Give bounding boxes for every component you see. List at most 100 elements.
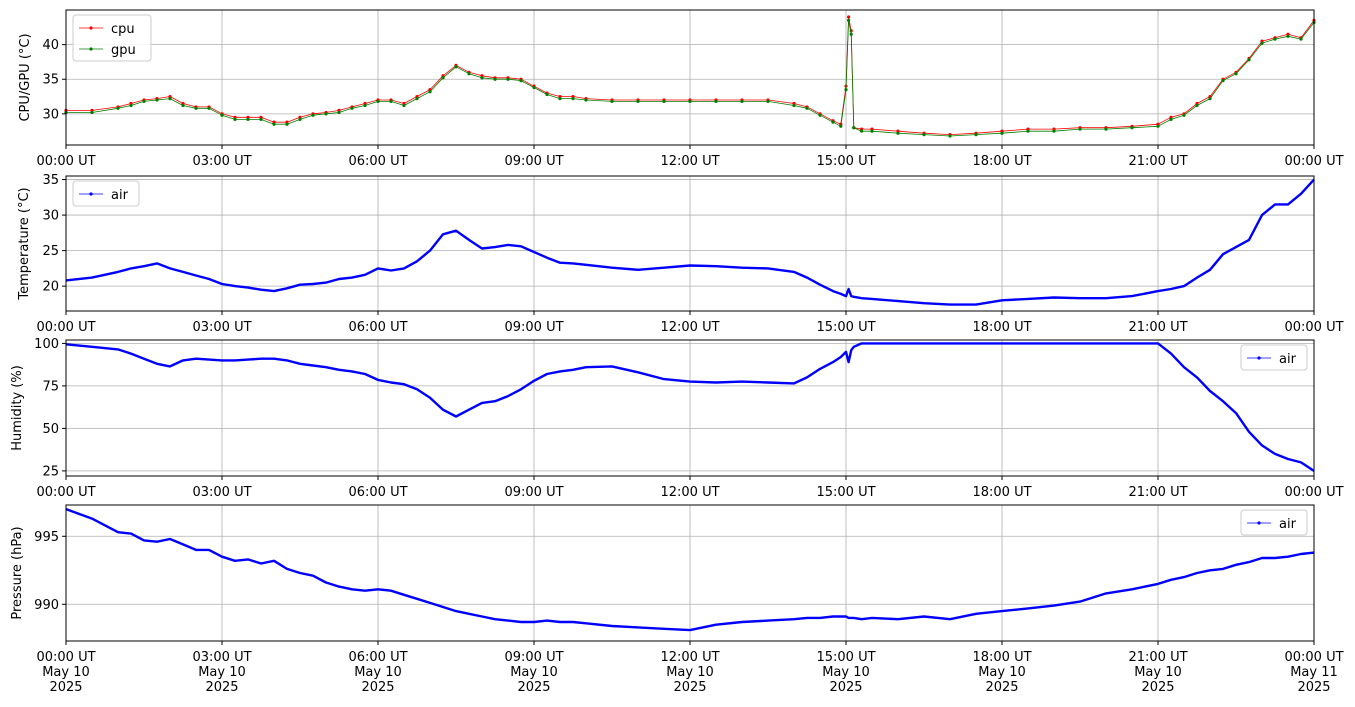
- x-tick-label: 00:00 UT: [36, 650, 95, 665]
- data-point-gpu: [805, 106, 809, 110]
- series-line-air: [65, 507, 1315, 632]
- series-line-cpu: [66, 16, 1315, 136]
- legend-box: [1240, 509, 1308, 536]
- data-point-gpu: [532, 85, 536, 90]
- x-tick-label: 18:00 UT: [972, 485, 1031, 500]
- data-point-gpu: [298, 117, 302, 121]
- x-tick-label: 2025: [1297, 680, 1330, 695]
- x-tick-label: 15:00 UT: [816, 320, 875, 335]
- x-tick-label: May 10: [666, 665, 714, 680]
- x-tick-label: 2025: [673, 680, 706, 695]
- data-point-gpu: [168, 97, 172, 101]
- data-point-gpu: [610, 99, 614, 103]
- data-point-gpu: [1169, 117, 1173, 121]
- y-tick-label: 995: [34, 530, 59, 545]
- legend: air: [1240, 509, 1308, 536]
- y-tick-label: 25: [42, 244, 59, 259]
- data-point-gpu: [818, 113, 822, 117]
- data-point-gpu: [792, 103, 796, 108]
- data-point-gpu: [1182, 113, 1186, 117]
- data-point-gpu: [233, 117, 237, 121]
- data-point-gpu: [207, 106, 211, 110]
- data-point-gpu: [1130, 126, 1134, 130]
- x-tick-label: 00:00 UT: [36, 154, 95, 169]
- data-point-gpu: [1273, 37, 1277, 41]
- data-point-gpu: [847, 18, 851, 22]
- data-point-gpu: [311, 113, 315, 117]
- x-tick-label: 2025: [205, 680, 238, 695]
- data-point-gpu: [454, 65, 458, 69]
- data-point-gpu: [389, 99, 393, 103]
- data-point-gpu: [831, 120, 835, 124]
- data-point-gpu: [688, 99, 692, 103]
- data-point-gpu: [839, 124, 843, 128]
- legend-marker-air: [1257, 521, 1261, 525]
- data-point-gpu: [246, 117, 250, 121]
- x-tick-label: 2025: [49, 680, 82, 695]
- x-tick-label: 12:00 UT: [660, 154, 719, 169]
- data-point-gpu: [1260, 41, 1264, 45]
- x-tick-label: 09:00 UT: [504, 154, 563, 169]
- y-tick-label: 40: [42, 38, 59, 53]
- legend: air: [1240, 344, 1308, 371]
- data-point-gpu: [636, 99, 640, 103]
- x-tick-label: May 10: [198, 665, 246, 680]
- data-point-gpu: [1156, 124, 1160, 128]
- x-tick-label: 09:00 UT: [504, 320, 563, 335]
- x-tick-label: 00:00 UT: [1284, 154, 1343, 169]
- x-tick-label: 03:00 UT: [192, 320, 251, 335]
- data-point-gpu: [467, 72, 471, 76]
- data-point-gpu: [571, 97, 575, 101]
- data-point-gpu: [974, 133, 978, 137]
- y-tick-label: 30: [42, 107, 59, 122]
- y-axis-label: Humidity (%): [10, 365, 25, 451]
- data-point-gpu: [480, 76, 484, 80]
- data-point-gpu: [1208, 97, 1212, 101]
- legend-marker-air: [1257, 356, 1261, 360]
- data-point-gpu: [948, 134, 952, 138]
- data-point-gpu: [285, 122, 289, 126]
- data-point-gpu: [1104, 127, 1108, 131]
- x-tick-label: 06:00 UT: [348, 485, 407, 500]
- data-point-gpu: [852, 126, 856, 130]
- x-tick-label: 09:00 UT: [504, 650, 563, 665]
- data-point-gpu: [181, 103, 185, 108]
- chart-panel-1: 30 35 40 00:00 UT 03:00 UT 06:00 UT 09:00 UT 12…: [18, 9, 1344, 169]
- data-point-gpu: [922, 133, 926, 137]
- x-tick-label: 2025: [517, 680, 550, 695]
- chart-panel-2: 20 25 30 35 00:00 UT 03:00 UT 06:00 UT 09:00 UT…: [17, 173, 1344, 335]
- data-point-gpu: [155, 98, 159, 102]
- x-tick-label: May 10: [822, 665, 870, 680]
- data-point-gpu: [584, 98, 588, 102]
- series-line-air: [65, 342, 1315, 472]
- data-point-gpu: [860, 129, 864, 133]
- data-point-gpu: [272, 122, 276, 126]
- data-point-gpu: [90, 110, 94, 115]
- x-tick-label: May 10: [354, 665, 402, 680]
- legend-label-gpu: gpu: [111, 43, 136, 58]
- data-point-gpu: [1247, 58, 1251, 62]
- x-tick-label: May 10: [510, 665, 558, 680]
- x-tick-label: 2025: [829, 680, 862, 695]
- data-point-gpu: [1052, 129, 1056, 133]
- x-tick-label: 12:00 UT: [660, 320, 719, 335]
- data-point-gpu: [1000, 131, 1004, 135]
- y-tick-label: 25: [42, 464, 59, 479]
- data-point-gpu: [415, 97, 419, 101]
- x-tick-label: May 11: [1290, 665, 1338, 680]
- x-tick-label: 03:00 UT: [192, 650, 251, 665]
- x-tick-label: May 10: [978, 665, 1026, 680]
- data-point-gpu: [324, 112, 328, 116]
- x-tick-label: 00:00 UT: [1284, 485, 1343, 500]
- legend: air: [72, 180, 140, 207]
- y-axis-label: CPU/GPU (°C): [18, 33, 33, 121]
- y-tick-label: 100: [34, 337, 59, 352]
- x-tick-label: 00:00 UT: [36, 320, 95, 335]
- data-point-gpu: [337, 110, 341, 115]
- legend-label-air: air: [1279, 517, 1297, 532]
- y-tick-label: 30: [42, 209, 59, 224]
- y-tick-label: 35: [42, 73, 59, 88]
- data-point-gpu: [1195, 103, 1199, 108]
- data-point-gpu: [558, 97, 562, 101]
